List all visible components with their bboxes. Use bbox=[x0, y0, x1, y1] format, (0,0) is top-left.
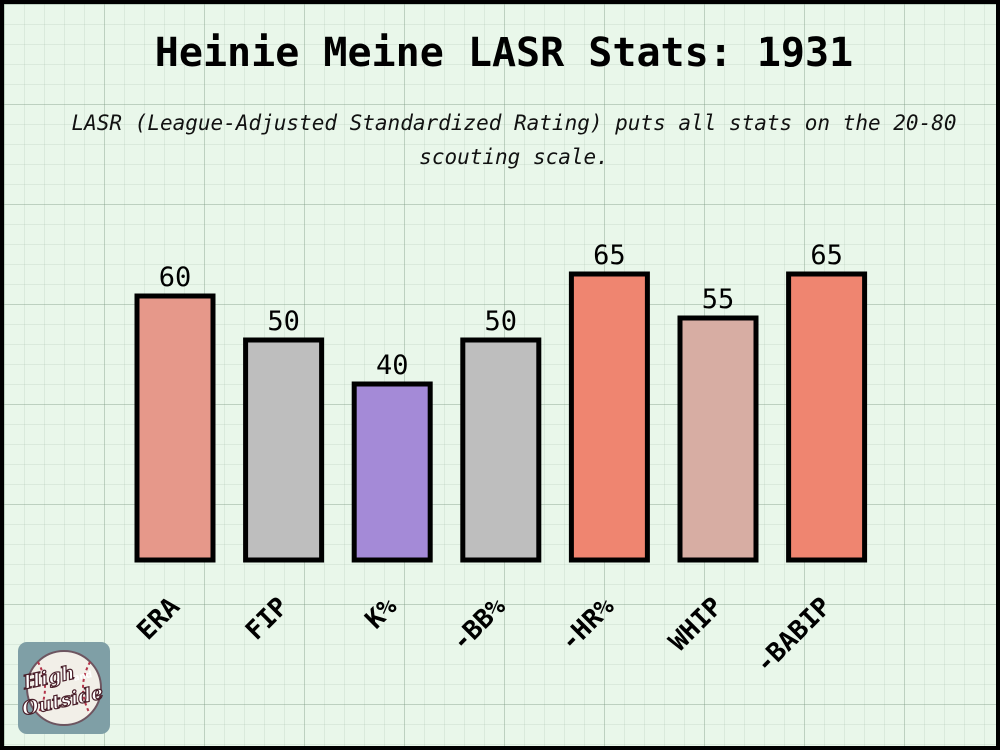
value-label-babip: 65 bbox=[810, 240, 843, 271]
value-label-bb: 50 bbox=[485, 306, 518, 337]
logo-text-and: and bbox=[73, 670, 94, 684]
category-labels: ERA FIP K% -BB% -HR% WHIP -BABIP bbox=[132, 591, 838, 679]
category-label-k: K% bbox=[360, 591, 404, 635]
value-labels: 60 50 40 50 65 55 65 bbox=[159, 240, 843, 381]
category-label-babip: -BABIP bbox=[750, 592, 838, 680]
chart-title: Heinie Meine LASR Stats: 1931 bbox=[154, 30, 854, 76]
bar-group bbox=[134, 271, 868, 563]
bar-hr bbox=[568, 271, 650, 563]
bar-era bbox=[134, 293, 216, 563]
category-label-hr: -HR% bbox=[555, 591, 621, 657]
bar-bb bbox=[460, 337, 542, 563]
high-and-outside-logo: High and Outside bbox=[18, 642, 110, 734]
chart-subtitle: LASR (League-Adjusted Standardized Ratin… bbox=[71, 111, 957, 169]
bar-babip bbox=[786, 271, 868, 563]
value-label-hr: 65 bbox=[593, 240, 626, 271]
bar-fip bbox=[243, 337, 325, 563]
value-label-k: 40 bbox=[376, 350, 409, 381]
value-label-fip: 50 bbox=[267, 306, 300, 337]
value-label-era: 60 bbox=[159, 262, 192, 293]
category-label-whip: WHIP bbox=[663, 592, 728, 657]
bar-k bbox=[351, 381, 433, 563]
category-label-bb: -BB% bbox=[446, 591, 512, 657]
bar-whip bbox=[677, 315, 759, 563]
category-label-era: ERA bbox=[132, 591, 187, 646]
value-label-whip: 55 bbox=[702, 284, 735, 315]
category-label-fip: FIP bbox=[240, 592, 294, 646]
